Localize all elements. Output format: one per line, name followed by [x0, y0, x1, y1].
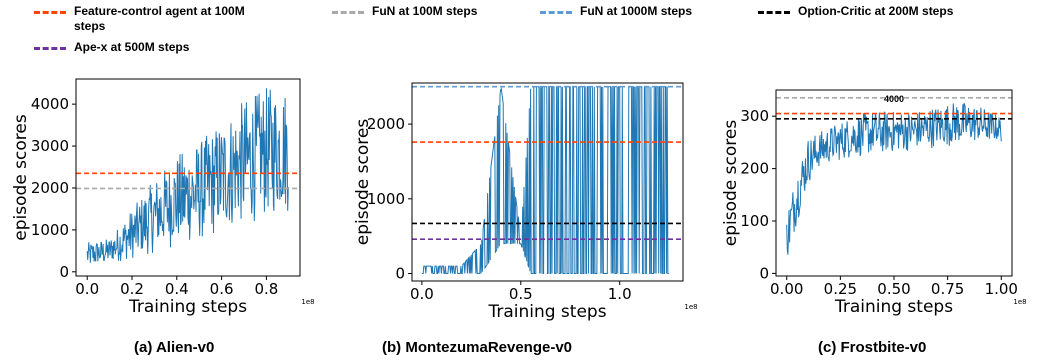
legend: Feature-control agent at 100M steps FuN …: [0, 0, 1042, 60]
chart-2: 0.00 0.25 0.50 0.75 1.00 0 100 200 300 Training s…: [721, 89, 1027, 317]
x-tick-label: 0.8: [254, 280, 278, 298]
series-line: [786, 102, 1002, 255]
x-multiplier: 1e8: [1013, 298, 1026, 306]
y-tick-label: 2000: [367, 115, 405, 133]
x-tick-label: 0.2: [120, 280, 144, 298]
x-axis-label: Training steps: [834, 297, 953, 317]
legend-item-fun-100m: FuN at 100M steps: [332, 4, 477, 19]
legend-item-feature-control: Feature-control agent at 100M steps: [34, 4, 284, 34]
plot-frame: [411, 82, 684, 282]
x-axis-label: Training steps: [487, 302, 606, 322]
annotation-label: 4000: [884, 94, 904, 104]
y-tick-label: 0: [59, 263, 69, 281]
caption-frostbite: (c) Frostbite-v0: [818, 339, 927, 356]
y-tick-label: 100: [740, 212, 769, 230]
legend-label: FuN at 100M steps: [372, 4, 478, 18]
y-axis-label: episode scores: [353, 119, 373, 246]
x-tick-label: 1.0: [608, 285, 632, 303]
x-tick-label: 0.5: [509, 285, 533, 303]
x-tick-label: 0.50: [877, 280, 910, 298]
legend-label: Feature-control agent at 100M steps: [74, 4, 245, 33]
y-axis-label: episode scores: [11, 114, 31, 241]
legend-label: Option-Critic at 200M steps: [798, 4, 954, 18]
legend-swatch: [332, 11, 364, 14]
x-tick-label: 0.00: [770, 280, 803, 298]
x-tick-label: 1.00: [985, 280, 1018, 298]
y-tick-label: 1000: [31, 221, 69, 239]
x-tick-label: 0.4: [165, 280, 189, 298]
plot-frame: [75, 78, 301, 277]
legend-swatch: [34, 47, 66, 50]
legend-swatch: [540, 11, 572, 14]
caption-montezuma: (b) MontezumaRevenge-v0: [382, 339, 573, 356]
y-tick-label: 300: [740, 107, 769, 125]
x-multiplier: 1e8: [684, 303, 697, 311]
series-line: [421, 86, 670, 274]
y-tick-label: 4000: [31, 95, 69, 113]
legend-item-ape-x: Ape-x at 500M steps: [34, 40, 189, 55]
chart-0: 0.0 0.2 0.4 0.6 0.8 0 1000 2000 3000 4000 Training…: [11, 78, 315, 317]
caption-alien: (a) Alien-v0: [134, 339, 215, 356]
y-tick-label: 200: [740, 160, 769, 178]
x-multiplier: 1e8: [301, 298, 314, 306]
legend-swatch: [34, 11, 66, 14]
x-tick-label: 0.0: [75, 280, 99, 298]
x-tick-label: 0.25: [824, 280, 857, 298]
legend-swatch: [758, 11, 790, 14]
y-tick-label: 0: [759, 264, 769, 282]
legend-item-option-critic: Option-Critic at 200M steps: [758, 4, 953, 19]
x-axis-label: Training steps: [128, 297, 247, 317]
y-axis-label: episode scores: [721, 120, 741, 247]
x-tick-label: 0.0: [410, 285, 434, 303]
y-tick-label: 0: [395, 265, 405, 283]
y-tick-label: 2000: [31, 179, 69, 197]
x-tick-label: 0.75: [931, 280, 964, 298]
x-tick-label: 0.6: [210, 280, 234, 298]
legend-label: FuN at 1000M steps: [580, 4, 693, 18]
legend-item-fun-1000m: FuN at 1000M steps: [540, 4, 692, 19]
y-tick-label: 1000: [367, 190, 405, 208]
legend-label: Ape-x at 500M steps: [74, 40, 190, 54]
y-tick-label: 3000: [31, 137, 69, 155]
chart-1: 0.0 0.5 1.0 0 1000 2000 Training steps episode …: [353, 82, 698, 322]
series-line: [86, 88, 290, 263]
